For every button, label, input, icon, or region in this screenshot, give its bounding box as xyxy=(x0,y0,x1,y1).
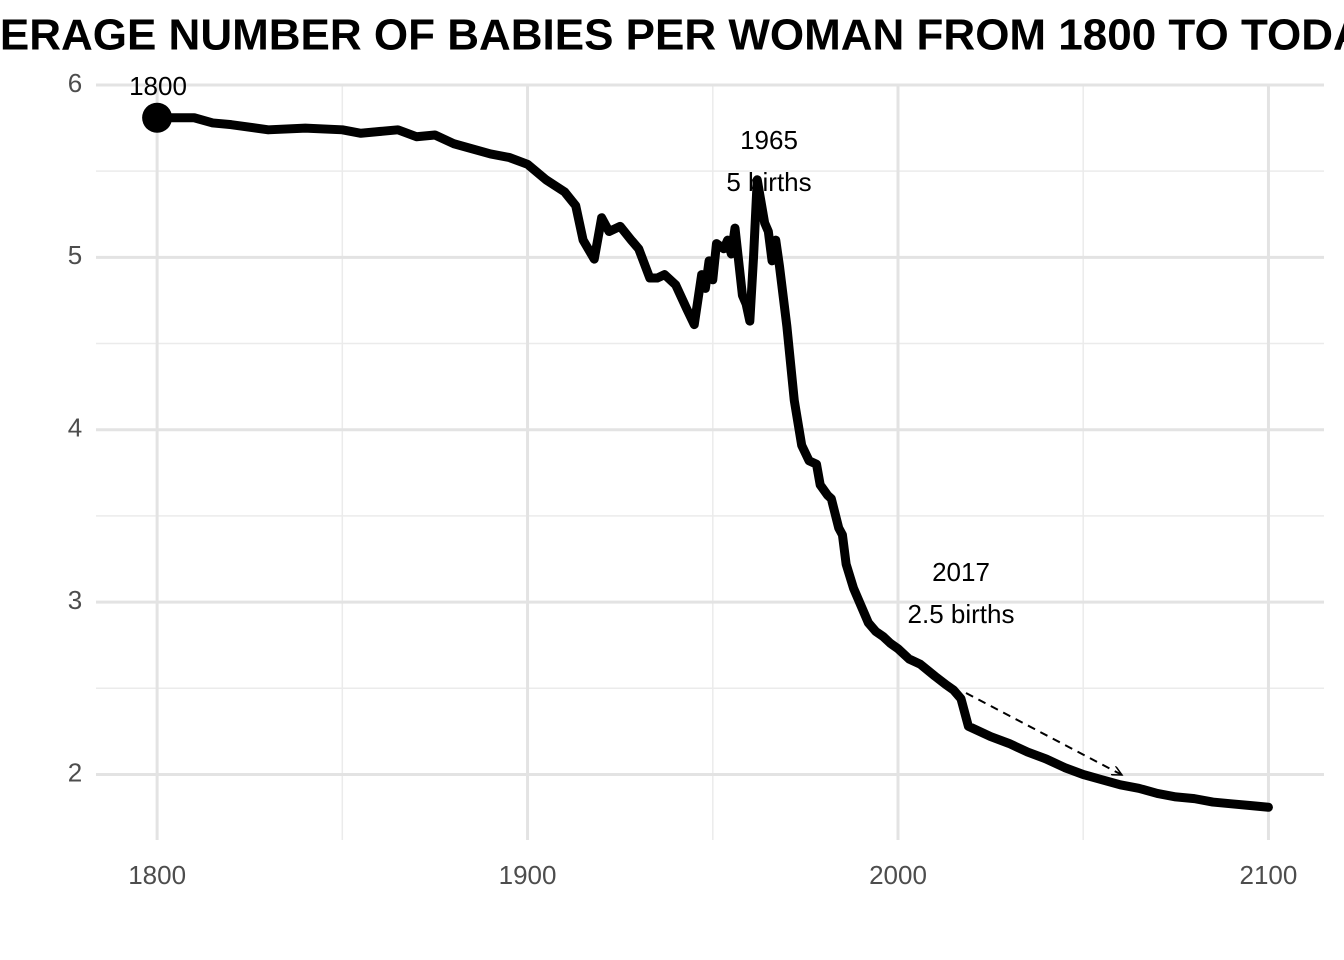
y-tick-label: 6 xyxy=(68,68,82,98)
y-tick-label: 2 xyxy=(68,757,82,787)
y-tick-label: 3 xyxy=(68,585,82,615)
x-tick-label: 2100 xyxy=(1240,860,1298,890)
y-tick-label: 4 xyxy=(68,413,82,443)
x-tick-label: 1800 xyxy=(128,860,186,890)
annotation: 1800 xyxy=(129,71,187,101)
annotation: 2.5 births xyxy=(908,599,1015,629)
grid xyxy=(96,83,1324,840)
y-tick-label: 5 xyxy=(68,240,82,270)
plot xyxy=(142,102,1273,812)
x-tick-label: 2000 xyxy=(869,860,927,890)
annotation: 2017 xyxy=(932,557,990,587)
chart-title: AVERAGE NUMBER OF BABIES PER WOMAN FROM … xyxy=(0,11,1344,60)
x-tick-label: 1900 xyxy=(499,860,557,890)
line xyxy=(152,113,1273,812)
annotation: 1965 xyxy=(740,125,798,155)
start-point xyxy=(142,102,173,133)
trend-arrow xyxy=(965,692,1122,776)
annotation: 5 births xyxy=(726,167,811,197)
